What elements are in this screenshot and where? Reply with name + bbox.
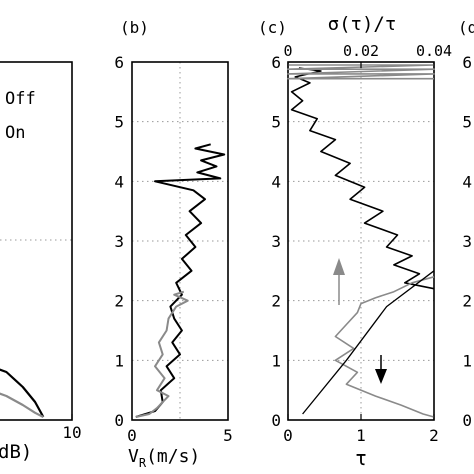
panel-a-xtick-10: 10	[62, 423, 81, 442]
panel-c-top-xtick-1: 0.02	[343, 42, 379, 60]
panel-c-label: (c)	[258, 18, 287, 37]
panel-c-series-3	[287, 64, 435, 80]
panel-c-xlabel: τ	[355, 446, 367, 470]
panel-c-xtick-0: 0	[283, 426, 293, 445]
panel-c-xtick-1: 1	[356, 426, 366, 445]
panel-b-ytick-5: 5	[114, 113, 124, 132]
panel-b-ytick-1: 1	[114, 351, 124, 370]
panel-c-ytick-4: 4	[271, 172, 281, 191]
panel-b-ytick-6: 6	[114, 53, 124, 72]
panel-c-yticks: 0 1 2 3 4 5 6	[271, 53, 281, 430]
panel-d-ytick-6: 6	[462, 53, 472, 72]
panel-c-arrow-down-head	[375, 369, 387, 384]
panel-c-ytick-1: 1	[271, 351, 281, 370]
panel-d-label: (d	[458, 18, 474, 37]
panel-b-ytick-2: 2	[114, 292, 124, 311]
panel-c-series-1	[334, 276, 435, 418]
panel-d-ytick-5: 5	[462, 113, 472, 132]
panel-d-yticks: 0 1 2 3 4 5 6	[462, 53, 472, 430]
panel-a-legend-on: On	[5, 123, 25, 143]
panel-b-ytick-4: 4	[114, 172, 124, 191]
panel-b-xlabel-sub: R	[139, 456, 147, 470]
panel-b-series-gray	[135, 290, 189, 418]
panel-b-xtick-5: 5	[223, 426, 233, 445]
panel-d-ytick-4: 4	[462, 172, 472, 191]
panel-c-arrow-up-head	[333, 258, 345, 275]
panel-b: (b) 0 1 2 3 4 5 6 0 5 VR(m/s)	[114, 18, 232, 470]
panel-a-legend-off: Off	[5, 89, 36, 109]
panel-a: Off On 10 dB)	[0, 61, 82, 463]
panel-c-xtick-2: 2	[429, 426, 439, 445]
panel-b-series	[135, 143, 226, 418]
panel-a-xlabel: dB)	[0, 441, 32, 463]
panel-c-series-0	[290, 67, 435, 290]
panel-c-xticks: 0 1 2	[283, 414, 439, 445]
panel-b-frame	[131, 61, 229, 421]
panel-b-ytick-3: 3	[114, 232, 124, 251]
panel-c-ytick-6: 6	[271, 53, 281, 72]
panel-c-ytick-3: 3	[271, 232, 281, 251]
panel-c-ytick-5: 5	[271, 113, 281, 132]
panel-b-yticks: 0 1 2 3 4 5 6	[114, 53, 124, 430]
panel-c-top-xlabel: σ(τ)/τ	[328, 13, 397, 35]
panel-a-series	[0, 368, 45, 418]
panel-d-ytick-1: 1	[462, 351, 472, 370]
panel-c-ytick-0: 0	[271, 411, 281, 430]
panel-d: (d 0 1 2 3 4 5 6	[458, 18, 474, 430]
panel-a-frame	[0, 61, 73, 421]
panel-d-ytick-0: 0	[462, 411, 472, 430]
panel-c-top-xtick-2: 0.04	[416, 42, 452, 60]
panel-c-top-xtick-0: 0	[283, 42, 292, 60]
panel-b-grid	[132, 62, 228, 420]
panel-b-xlabel: VR(m/s)	[128, 446, 200, 470]
panel-b-series-black	[135, 143, 226, 418]
panel-a-grid	[0, 239, 73, 420]
panel-a-series-gray	[0, 392, 44, 418]
panel-a-series-black	[0, 368, 45, 418]
panel-c-series-2	[302, 270, 435, 415]
panel-c-series	[287, 64, 435, 418]
panel-c: (c) σ(τ)/τ 0 1 2 3 4 5 6 0 1 2 0 0.02 0.04 τ	[258, 13, 452, 470]
panel-c-arrows	[333, 258, 387, 384]
panel-b-label: (b)	[120, 18, 149, 37]
panel-d-ytick-2: 2	[462, 292, 472, 311]
panel-c-ytick-2: 2	[271, 292, 281, 311]
panel-b-xlabel-tail: (m/s)	[146, 446, 200, 467]
panel-c-top-xticks: 0 0.02 0.04	[283, 42, 452, 68]
panel-d-ytick-3: 3	[462, 232, 472, 251]
panel-b-xlabel-main: V	[128, 446, 139, 467]
panel-b-ytick-0: 0	[114, 411, 124, 430]
panel-b-xtick-0: 0	[127, 426, 137, 445]
